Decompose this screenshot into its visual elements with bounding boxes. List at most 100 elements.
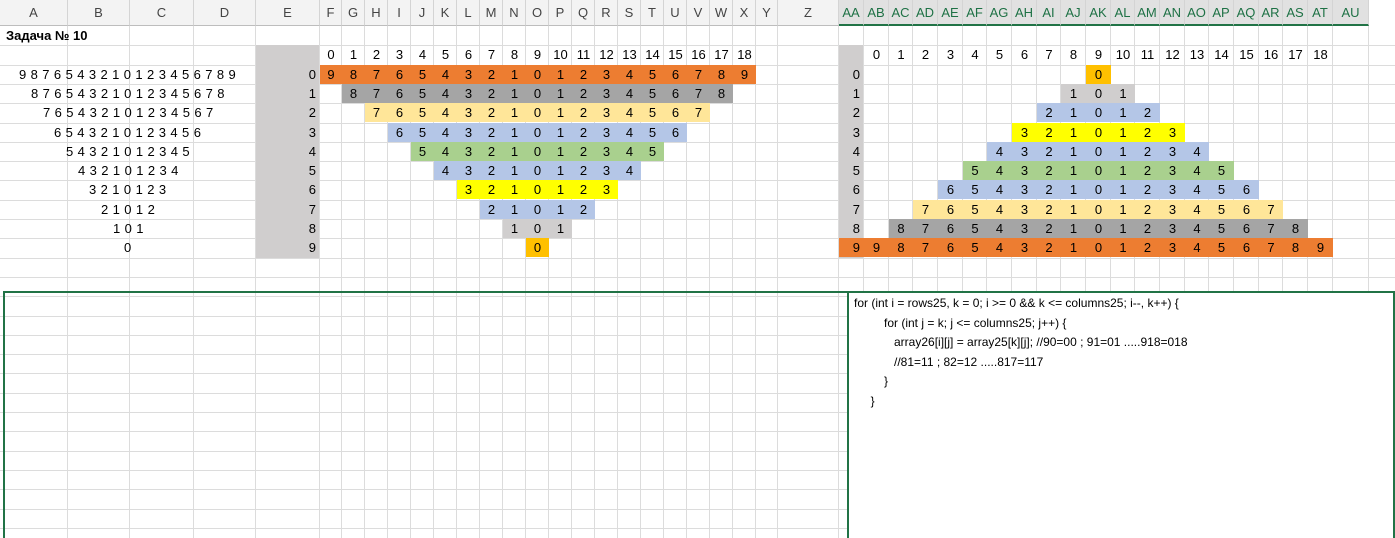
triangle-cell: 0 — [533, 144, 542, 159]
triangle-cell: 0 — [533, 240, 542, 255]
triangle-cell: 1 — [1119, 125, 1127, 140]
column-header-as[interactable]: AS — [1283, 0, 1308, 26]
column-header-au[interactable]: AU — [1333, 0, 1369, 26]
grid-vline — [709, 26, 710, 538]
triangle-cell: 2 — [487, 202, 496, 217]
column-header-at[interactable]: AT — [1308, 0, 1333, 26]
triangle-cell: 4 — [995, 144, 1004, 159]
column-header-ah[interactable]: AH — [1012, 0, 1037, 26]
triangle-cell: 0 — [1094, 163, 1103, 178]
index-header-cell: 1 — [349, 47, 358, 62]
column-header-b[interactable]: B — [68, 0, 130, 26]
triangle-cell: 0 — [1094, 144, 1103, 159]
triangle-cell: 9 — [327, 67, 335, 82]
column-header-l[interactable]: L — [457, 0, 480, 26]
triangle-cell: 1 — [556, 163, 565, 178]
column-header-k[interactable]: K — [434, 0, 457, 26]
column-header-s[interactable]: S — [618, 0, 641, 26]
column-header-v[interactable]: V — [687, 0, 710, 26]
triangle-cell: 6 — [946, 221, 955, 236]
left-row-text: 5 4 3 2 1 0 1 2 3 4 5 — [66, 144, 191, 159]
column-header-z[interactable]: Z — [778, 0, 839, 26]
column-header-j[interactable]: J — [411, 0, 434, 26]
triangle-cell: 4 — [1193, 202, 1201, 217]
triangle-cell: 1 — [1069, 182, 1078, 197]
column-header-al[interactable]: AL — [1111, 0, 1135, 26]
left-row-text: 1 0 1 — [113, 221, 144, 236]
triangle-cell: 2 — [1143, 163, 1152, 178]
column-header-e[interactable]: E — [256, 0, 320, 26]
column-header-d[interactable]: D — [194, 0, 256, 26]
column-header-ai[interactable]: AI — [1037, 0, 1061, 26]
row-label: 2 — [852, 105, 860, 120]
triangle-cell: 3 — [602, 144, 611, 159]
triangle-cell: 0 — [1094, 67, 1103, 82]
triangle-cell: 3 — [602, 163, 611, 178]
row-label: 9 — [308, 240, 316, 255]
triangle-cell: 5 — [1217, 182, 1226, 197]
column-header-g[interactable]: G — [342, 0, 365, 26]
column-header-u[interactable]: U — [664, 0, 687, 26]
column-header-ao[interactable]: AO — [1185, 0, 1209, 26]
triangle-cell: 3 — [1020, 125, 1029, 140]
triangle-cell: 2 — [1143, 144, 1152, 159]
column-header-aa[interactable]: AA — [839, 0, 864, 26]
column-header-q[interactable]: Q — [572, 0, 595, 26]
row-fill — [503, 219, 572, 238]
column-header-am[interactable]: AM — [1135, 0, 1160, 26]
column-header-r[interactable]: R — [595, 0, 618, 26]
column-header-w[interactable]: W — [710, 0, 733, 26]
column-header-y[interactable]: Y — [756, 0, 778, 26]
grid-vline — [663, 26, 664, 538]
triangle-cell: 2 — [579, 105, 588, 120]
column-header-ar[interactable]: AR — [1259, 0, 1283, 26]
triangle-cell: 5 — [971, 163, 979, 178]
column-header-m[interactable]: M — [480, 0, 503, 26]
triangle-cell: 2 — [1143, 105, 1152, 120]
index-header-cell: 17 — [714, 47, 729, 62]
column-header-ab[interactable]: AB — [864, 0, 889, 26]
triangle-cell: 8 — [897, 240, 905, 255]
column-header-an[interactable]: AN — [1160, 0, 1185, 26]
triangle-cell: 1 — [1069, 163, 1078, 178]
selection-range[interactable] — [3, 291, 1395, 538]
column-header-x[interactable]: X — [733, 0, 756, 26]
column-header-o[interactable]: O — [526, 0, 549, 26]
column-header-h[interactable]: H — [365, 0, 388, 26]
triangle-cell: 6 — [671, 86, 680, 101]
column-header-f[interactable]: F — [320, 0, 342, 26]
column-header-aq[interactable]: AQ — [1234, 0, 1259, 26]
column-header-ad[interactable]: AD — [913, 0, 938, 26]
grid-hline — [0, 509, 1395, 510]
triangle-cell: 0 — [1094, 240, 1103, 255]
column-header-af[interactable]: AF — [963, 0, 987, 26]
column-header-c[interactable]: C — [130, 0, 194, 26]
triangle-cell: 4 — [441, 105, 450, 120]
column-header-ac[interactable]: AC — [889, 0, 913, 26]
column-header-p[interactable]: P — [549, 0, 572, 26]
triangle-cell: 0 — [533, 163, 542, 178]
triangle-cell: 1 — [556, 221, 565, 236]
grid-hline — [0, 335, 1395, 336]
triangle-cell: 0 — [1094, 125, 1103, 140]
column-header-aj[interactable]: AJ — [1061, 0, 1086, 26]
left-row-text: 6 5 4 3 2 1 0 1 2 3 4 5 6 — [54, 125, 202, 140]
column-header-i[interactable]: I — [388, 0, 411, 26]
column-header-t[interactable]: T — [641, 0, 664, 26]
column-header-ap[interactable]: AP — [1209, 0, 1234, 26]
left-row-text: 2 1 0 1 2 — [101, 202, 156, 217]
row-label: 2 — [308, 105, 316, 120]
row-fill — [457, 180, 618, 199]
column-header-ae[interactable]: AE — [938, 0, 963, 26]
column-header-a[interactable]: A — [0, 0, 68, 26]
triangle-cell: 6 — [395, 86, 404, 101]
index-header-cell: 12 — [1165, 47, 1180, 62]
code-line: for (int j = k; j <= columns25; j++) { — [854, 315, 1067, 330]
index-header-cell: 11 — [576, 47, 591, 62]
triangle-cell: 1 — [556, 202, 565, 217]
column-header-n[interactable]: N — [503, 0, 526, 26]
triangle-cell: 5 — [971, 182, 979, 197]
column-header-ak[interactable]: AK — [1086, 0, 1111, 26]
triangle-cell: 1 — [1119, 105, 1127, 120]
column-header-ag[interactable]: AG — [987, 0, 1012, 26]
